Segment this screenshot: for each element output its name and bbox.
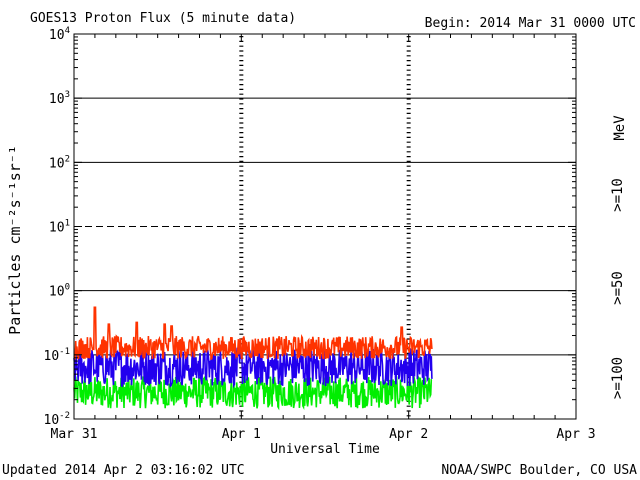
y-tick-label: 104 [49, 26, 70, 43]
updated-timestamp: Updated 2014 Apr 2 03:16:02 UTC [2, 463, 245, 478]
credit-label: NOAA/SWPC Boulder, CO USA [441, 463, 637, 478]
legend-label: >=10 [610, 178, 626, 212]
y-axis-title: Particles cm⁻²s⁻¹sr⁻¹ [6, 145, 24, 335]
y-tick-label: 10-1 [44, 347, 71, 364]
x-axis-title: Universal Time [270, 442, 380, 457]
series-group [73, 306, 433, 411]
begin-label: Begin: 2014 Mar 31 0000 UTC [425, 16, 636, 31]
axis-ticks [73, 34, 577, 420]
x-tick-label: Apr 2 [389, 427, 428, 442]
y-tick-label: 102 [49, 154, 70, 171]
legend-unit: MeV [612, 115, 628, 141]
series-line-ge50 [73, 346, 433, 389]
legend: >=10 >=50 >=100 MeV [610, 115, 628, 399]
series-line-ge100 [73, 374, 433, 411]
y-tick-label: 101 [49, 219, 70, 236]
y-tick-label: 103 [49, 90, 70, 107]
y-tick-label: 100 [49, 283, 70, 300]
x-tick-labels: Mar 31 Apr 1 Apr 2 Apr 3 [51, 427, 596, 442]
x-tick-label: Apr 1 [222, 427, 261, 442]
x-tick-label: Mar 31 [51, 427, 98, 442]
y-tick-label: 10-2 [44, 411, 71, 428]
chart-title: GOES13 Proton Flux (5 minute data) [30, 11, 296, 26]
legend-label: >=50 [610, 271, 626, 305]
series-line-ge10 [73, 306, 433, 361]
legend-label: >=100 [610, 357, 626, 399]
y-tick-labels: 10-2 10-1 100 101 102 103 104 [44, 26, 71, 428]
x-tick-label: Apr 3 [556, 427, 595, 442]
